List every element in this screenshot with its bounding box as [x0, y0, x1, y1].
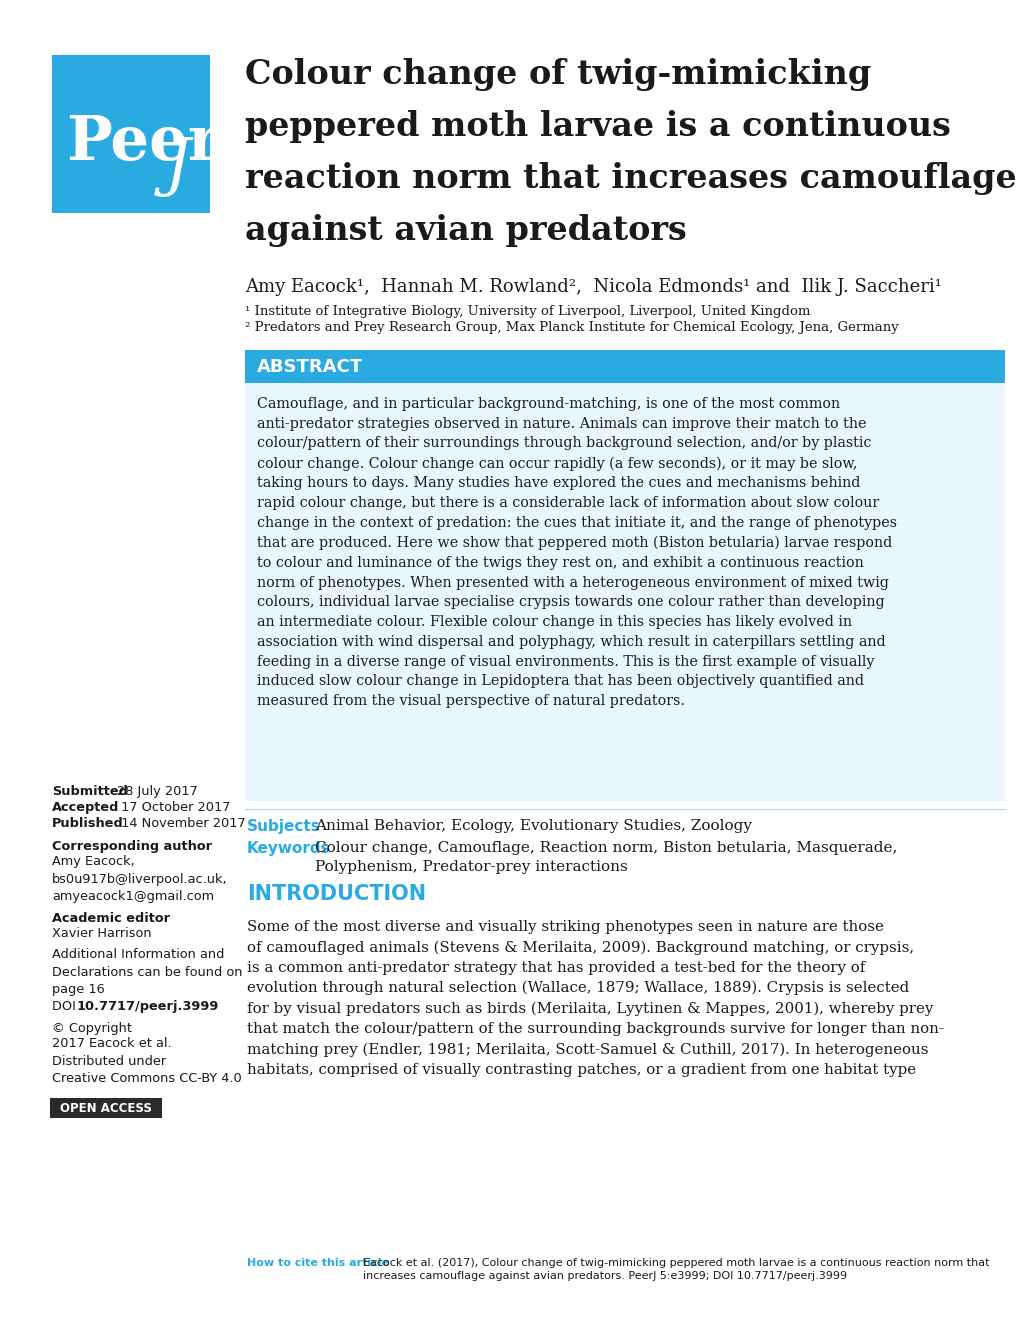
Text: DOI: DOI [52, 1001, 79, 1012]
Text: ¹ Institute of Integrative Biology, University of Liverpool, Liverpool, United K: ¹ Institute of Integrative Biology, Univ… [245, 305, 809, 318]
Text: against avian predators: against avian predators [245, 214, 686, 247]
Text: 17 October 2017: 17 October 2017 [117, 801, 230, 814]
Bar [52, 55, 210, 213]
Text: Eacock et al. (2017), Colour change of twig-mimicking peppered moth larvae is a : Eacock et al. (2017), Colour change of t… [363, 1258, 988, 1282]
Text: peppered moth larvae is a continuous: peppered moth larvae is a continuous [245, 110, 950, 143]
Bar [50, 1098, 162, 1118]
Text: J: J [165, 136, 191, 198]
Text: INTRODUCTION: INTRODUCTION [247, 884, 426, 904]
Text: How to cite this article: How to cite this article [247, 1258, 388, 1269]
Text: reaction norm that increases camouflage: reaction norm that increases camouflage [245, 162, 1016, 195]
Text: Amy Eacock,
bs0u917b@liverpool.ac.uk,
amyeacock1@gmail.com: Amy Eacock, bs0u917b@liverpool.ac.uk, am… [52, 855, 227, 903]
Text: Colour change of twig-mimicking: Colour change of twig-mimicking [245, 58, 870, 91]
Text: 2017 Eacock et al.: 2017 Eacock et al. [52, 1038, 171, 1049]
Text: Published: Published [52, 817, 123, 830]
Text: Amy Eacock¹,  Hannah M. Rowland²,  Nicola Edmonds¹ and  Ilik J. Saccheri¹: Amy Eacock¹, Hannah M. Rowland², Nicola … [245, 279, 941, 296]
Bar [245, 350, 1004, 801]
Text: Some of the most diverse and visually striking phenotypes seen in nature are tho: Some of the most diverse and visually st… [247, 920, 943, 1077]
Text: OPEN ACCESS: OPEN ACCESS [60, 1101, 152, 1114]
Text: Additional Information and
Declarations can be found on
page 16: Additional Information and Declarations … [52, 948, 243, 997]
Text: Animal Behavior, Ecology, Evolutionary Studies, Zoology: Animal Behavior, Ecology, Evolutionary S… [315, 818, 751, 833]
Text: © Copyright: © Copyright [52, 1022, 131, 1035]
Text: 28 July 2017: 28 July 2017 [117, 785, 198, 799]
Text: Peer: Peer [66, 114, 220, 173]
Text: Submitted: Submitted [52, 785, 127, 799]
Text: Keywords: Keywords [247, 841, 330, 855]
Text: Distributed under
Creative Commons CC-BY 4.0: Distributed under Creative Commons CC-BY… [52, 1055, 242, 1085]
Text: Accepted: Accepted [52, 801, 119, 814]
Text: 14 November 2017: 14 November 2017 [117, 817, 246, 830]
Text: 10.7717/peerj.3999: 10.7717/peerj.3999 [76, 1001, 219, 1012]
Text: Camouflage, and in particular background-matching, is one of the most common
ant: Camouflage, and in particular background… [257, 397, 896, 708]
Text: Corresponding author: Corresponding author [52, 840, 212, 853]
Bar [245, 350, 1004, 383]
Text: Xavier Harrison: Xavier Harrison [52, 927, 152, 940]
Text: ² Predators and Prey Research Group, Max Planck Institute for Chemical Ecology, : ² Predators and Prey Research Group, Max… [245, 321, 898, 334]
Text: ABSTRACT: ABSTRACT [257, 358, 363, 375]
Text: Subjects: Subjects [247, 818, 320, 834]
Text: Colour change, Camouflage, Reaction norm, Biston betularia, Masquerade,
Polyphen: Colour change, Camouflage, Reaction norm… [315, 841, 897, 874]
Text: Academic editor: Academic editor [52, 912, 170, 925]
